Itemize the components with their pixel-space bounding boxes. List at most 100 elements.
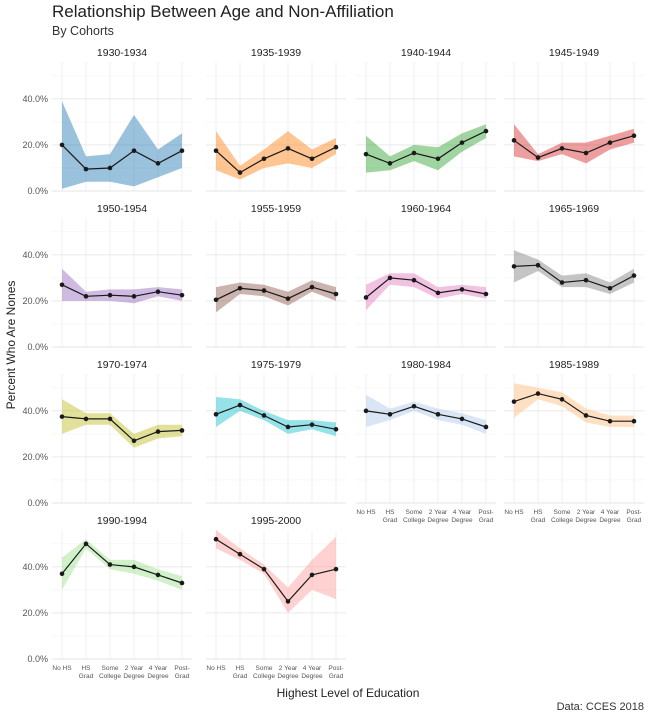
x-tick-label: HS xyxy=(235,665,245,672)
confidence-band xyxy=(514,250,634,294)
panel-title: 1950-1954 xyxy=(97,203,147,215)
confidence-band xyxy=(62,399,182,448)
data-point xyxy=(131,564,137,570)
data-point xyxy=(333,566,339,572)
y-tick-label: 20.0% xyxy=(22,608,48,618)
data-point xyxy=(285,424,291,430)
data-point xyxy=(583,150,589,156)
y-tick-label: 20.0% xyxy=(22,296,48,306)
data-point xyxy=(179,148,185,153)
x-tick-label: 4 Year xyxy=(149,665,168,672)
x-tick-label: HS xyxy=(81,665,91,672)
x-tick-label: Degree xyxy=(451,517,473,524)
data-point xyxy=(511,138,517,143)
data-point xyxy=(559,280,565,285)
x-tick-label: Some xyxy=(102,665,119,672)
y-tick-label: 0.0% xyxy=(27,498,48,508)
panel-title: 1970-1974 xyxy=(97,359,147,371)
x-tick-label: Grad xyxy=(479,517,494,524)
series-line xyxy=(61,542,183,584)
data-point xyxy=(131,438,137,444)
x-tick-label: Grad xyxy=(329,673,344,680)
chart-subtitle: By Cohorts xyxy=(52,24,114,38)
data-point xyxy=(511,264,517,269)
data-point xyxy=(285,296,291,301)
x-tick-label: College xyxy=(403,517,425,524)
data-point xyxy=(237,285,243,291)
data-point xyxy=(483,424,489,430)
data-point xyxy=(387,161,393,166)
data-point xyxy=(435,290,441,296)
panel-title: 1975-1979 xyxy=(251,359,301,371)
x-tick-label: Post- xyxy=(174,665,189,672)
x-tick-label: 2 Year xyxy=(577,509,596,516)
panel-title: 1935-1939 xyxy=(251,47,301,59)
data-point xyxy=(535,391,541,396)
x-tick-label: Degree xyxy=(147,673,169,680)
x-tick-label: Post- xyxy=(626,509,641,516)
confidence-band xyxy=(216,131,336,180)
y-tick-label: 40.0% xyxy=(22,94,48,104)
data-point xyxy=(607,418,613,424)
panel-title: 1930-1934 xyxy=(97,47,147,59)
data-point xyxy=(83,294,89,299)
y-axis-label: Percent Who Are Nones xyxy=(4,281,18,410)
data-point xyxy=(333,144,339,150)
x-tick-label: Grad xyxy=(627,517,642,524)
data-point xyxy=(387,412,393,417)
data-point xyxy=(511,399,517,404)
x-tick-label: Degree xyxy=(575,517,597,524)
x-tick-label: College xyxy=(99,673,121,680)
series-line xyxy=(215,538,337,603)
y-tick-label: 0.0% xyxy=(27,186,48,196)
x-tick-label: Degree xyxy=(123,673,145,680)
panel-background xyxy=(356,62,496,191)
data-point xyxy=(261,566,267,572)
data-point xyxy=(155,289,161,295)
x-tick-label: 2 Year xyxy=(429,509,448,516)
panel-background xyxy=(52,374,192,503)
series-line xyxy=(365,277,487,298)
data-point xyxy=(131,148,137,153)
series-line xyxy=(513,135,635,159)
x-tick-label: 4 Year xyxy=(601,509,620,516)
data-point xyxy=(459,287,465,292)
data-point xyxy=(435,156,441,162)
x-tick-label: Degree xyxy=(599,517,621,524)
data-point xyxy=(213,536,219,542)
data-point xyxy=(213,412,219,417)
series-line xyxy=(215,404,337,430)
confidence-band xyxy=(62,268,182,304)
data-point xyxy=(213,297,219,303)
data-point xyxy=(435,412,441,417)
x-tick-label: Grad xyxy=(79,673,94,680)
confidence-band xyxy=(514,383,634,427)
series-line xyxy=(215,286,337,301)
data-point xyxy=(155,429,161,434)
data-point xyxy=(309,156,315,162)
data-point xyxy=(155,572,161,578)
series-line xyxy=(365,130,487,165)
series-line xyxy=(215,146,337,174)
data-point xyxy=(483,128,489,134)
panel-title: 1945-1949 xyxy=(549,47,599,59)
x-tick-label: College xyxy=(551,517,573,524)
panel-background xyxy=(206,530,346,659)
data-point xyxy=(213,148,219,153)
x-tick-label: HS xyxy=(533,509,543,516)
data-point xyxy=(583,277,589,283)
y-tick-label: 40.0% xyxy=(22,562,48,572)
data-point xyxy=(179,428,185,433)
data-point xyxy=(237,551,243,557)
data-point xyxy=(309,284,315,290)
data-point xyxy=(631,133,637,139)
data-point xyxy=(459,140,465,145)
data-point xyxy=(333,291,339,297)
panel-background xyxy=(356,374,496,503)
panel-title: 1960-1964 xyxy=(401,203,451,215)
data-source-caption: Data: CCES 2018 xyxy=(556,701,644,713)
x-tick-label: 4 Year xyxy=(453,509,472,516)
data-point xyxy=(107,416,113,422)
data-point xyxy=(237,402,243,408)
panel-title: 1980-1984 xyxy=(401,359,451,371)
